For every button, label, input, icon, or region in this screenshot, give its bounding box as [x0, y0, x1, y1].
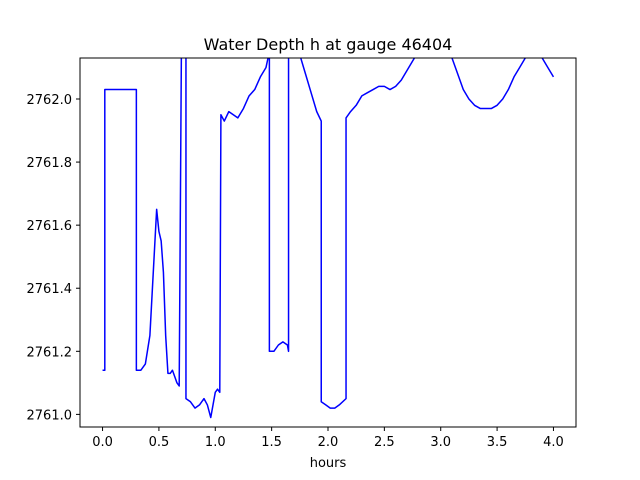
y-tick-label: 2761.0 — [27, 408, 73, 423]
plot-area — [102, 58, 555, 419]
x-tick-label: 3.0 — [430, 435, 451, 450]
y-tick-label: 2761.6 — [27, 219, 73, 234]
x-tick-label: 0.0 — [92, 435, 113, 450]
x-tick-label: 0.5 — [149, 435, 170, 450]
x-tick-label: 4.0 — [543, 435, 564, 450]
x-axis: 0.0 0.5 1.0 1.5 2.0 2.5 3.0 3.5 4.0 — [92, 427, 564, 450]
y-tick-label: 2761.2 — [27, 345, 73, 360]
x-tick-label: 2.0 — [318, 435, 339, 450]
chart-title: Water Depth h at gauge 46404 — [204, 35, 453, 54]
y-tick-label: 2761.8 — [27, 156, 73, 171]
x-tick-label: 3.5 — [487, 435, 508, 450]
series-layer — [102, 58, 555, 419]
y-tick-label: 2761.4 — [27, 282, 73, 297]
x-tick-label: 1.5 — [261, 435, 282, 450]
x-tick-label: 1.0 — [205, 435, 226, 450]
x-tick-label: 2.5 — [374, 435, 395, 450]
x-axis-label: hours — [310, 456, 347, 471]
series-line — [102, 58, 555, 419]
y-axis: 2761.0 2761.2 2761.4 2761.6 2761.8 2762.0 — [27, 93, 80, 423]
y-tick-label: 2762.0 — [27, 93, 73, 108]
